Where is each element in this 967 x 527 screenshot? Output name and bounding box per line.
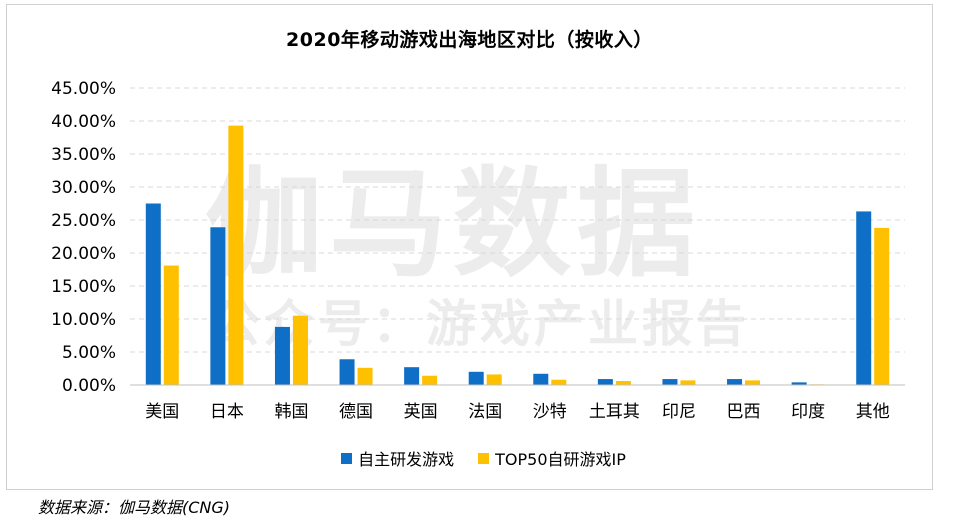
y-tick-label: 15.00% xyxy=(51,277,116,297)
legend-item-series-2: TOP50自研游戏IP xyxy=(478,446,626,470)
bar-series-2 xyxy=(551,379,567,385)
bar-series-2 xyxy=(163,265,179,385)
y-tick-label: 40.00% xyxy=(51,112,116,132)
y-tick-label: 35.00% xyxy=(51,145,116,165)
bar-series-1 xyxy=(662,379,678,385)
y-tick-label: 0.00% xyxy=(62,376,116,396)
bar-series-2 xyxy=(486,374,502,385)
x-tick-label: 印尼 xyxy=(662,402,696,422)
y-tick-label: 45.00% xyxy=(51,79,116,99)
y-tick-label: 20.00% xyxy=(51,244,116,264)
chart-title: 2020年移动游戏出海地区对比（按收入） xyxy=(286,29,653,51)
legend: 自主研发游戏 TOP50自研游戏IP xyxy=(0,446,967,470)
bar-series-2 xyxy=(422,375,438,385)
bar-series-2 xyxy=(680,380,696,385)
bar-series-2 xyxy=(292,315,308,385)
legend-label: 自主研发游戏 xyxy=(358,450,455,469)
bar-series-2 xyxy=(228,125,244,386)
bar-series-1 xyxy=(145,203,161,385)
y-tick-label: 25.00% xyxy=(51,211,116,231)
x-tick-label: 英国 xyxy=(404,402,438,422)
bar-series-2 xyxy=(745,380,761,385)
bar-series-2 xyxy=(357,367,373,385)
x-tick-label: 日本 xyxy=(210,402,244,422)
legend-item-series-1: 自主研发游戏 xyxy=(341,446,454,470)
legend-swatch xyxy=(341,452,353,464)
bar-series-1 xyxy=(339,359,355,385)
x-axis-labels: 美国 日本 韩国 德国 英国 法国 沙特 土耳其 印尼 巴西 印度 其他 xyxy=(145,402,889,422)
y-tick-label: 5.00% xyxy=(62,343,116,363)
x-tick-label: 巴西 xyxy=(727,402,761,422)
x-tick-label: 德国 xyxy=(339,402,373,422)
bar-series-1 xyxy=(468,371,484,385)
bar-series-1 xyxy=(210,227,226,385)
x-tick-label: 美国 xyxy=(145,402,179,422)
bar-series-2 xyxy=(874,227,890,385)
bar-series-1 xyxy=(597,379,613,385)
x-tick-label: 土耳其 xyxy=(589,402,640,422)
y-axis-labels: 0.00% 5.00% 10.00% 15.00% 20.00% 25.00% 30.00%… xyxy=(51,79,116,396)
grid-lines xyxy=(130,87,905,353)
x-tick-label: 法国 xyxy=(468,402,502,422)
bar-series-1 xyxy=(533,373,549,385)
bar-series-1 xyxy=(791,382,807,385)
x-tick-label: 沙特 xyxy=(533,402,567,422)
bars xyxy=(145,125,890,386)
x-tick-label: 其他 xyxy=(856,402,890,422)
bar-series-1 xyxy=(404,367,420,385)
bar-series-1 xyxy=(856,211,872,385)
x-tick-label: 韩国 xyxy=(274,402,308,422)
y-tick-label: 30.00% xyxy=(51,178,116,198)
legend-swatch xyxy=(478,452,490,464)
y-tick-label: 10.00% xyxy=(51,310,116,330)
bar-series-1 xyxy=(274,326,290,385)
x-tick-label: 印度 xyxy=(791,402,825,422)
bar-series-2 xyxy=(615,381,631,385)
data-source-note: 数据来源：伽马数据(CNG) xyxy=(38,498,231,517)
bar-series-1 xyxy=(727,379,743,385)
legend-label: TOP50自研游戏IP xyxy=(495,450,626,469)
